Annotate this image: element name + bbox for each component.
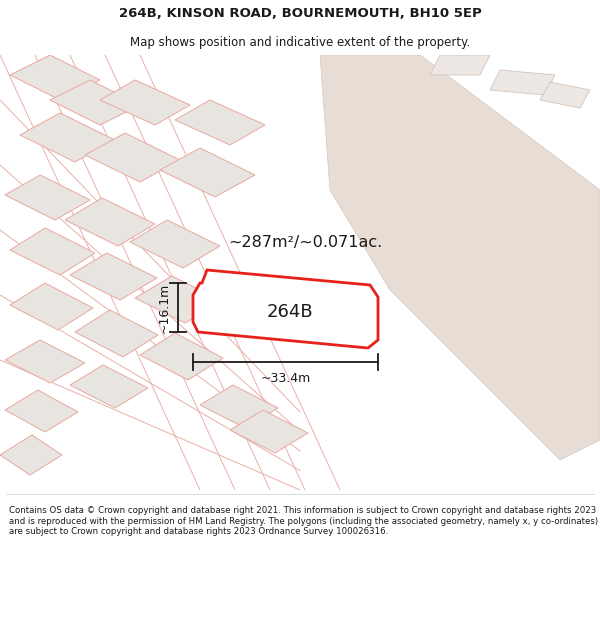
Polygon shape: [193, 270, 378, 348]
Text: Contains OS data © Crown copyright and database right 2021. This information is : Contains OS data © Crown copyright and d…: [9, 506, 598, 536]
Polygon shape: [100, 80, 190, 125]
Polygon shape: [5, 175, 90, 220]
Polygon shape: [130, 220, 220, 268]
Polygon shape: [160, 148, 255, 197]
Polygon shape: [320, 55, 600, 460]
Polygon shape: [230, 410, 308, 453]
Text: 264B, KINSON ROAD, BOURNEMOUTH, BH10 5EP: 264B, KINSON ROAD, BOURNEMOUTH, BH10 5EP: [119, 8, 481, 20]
Polygon shape: [20, 113, 115, 162]
Text: 264B: 264B: [266, 303, 313, 321]
Polygon shape: [70, 253, 157, 300]
Polygon shape: [175, 100, 265, 145]
Polygon shape: [0, 435, 62, 475]
Polygon shape: [70, 365, 148, 408]
Polygon shape: [140, 333, 223, 380]
Text: ~33.4m: ~33.4m: [260, 371, 311, 384]
Text: ~16.1m: ~16.1m: [157, 282, 170, 332]
Polygon shape: [10, 228, 95, 275]
Polygon shape: [5, 340, 85, 383]
Polygon shape: [65, 198, 155, 246]
Polygon shape: [85, 133, 180, 182]
Polygon shape: [5, 390, 78, 432]
Polygon shape: [430, 55, 490, 75]
Polygon shape: [135, 276, 222, 323]
Polygon shape: [200, 385, 278, 428]
Polygon shape: [10, 283, 93, 330]
Polygon shape: [540, 82, 590, 108]
Polygon shape: [10, 55, 100, 100]
Polygon shape: [490, 70, 555, 95]
Polygon shape: [75, 310, 158, 357]
Text: Map shows position and indicative extent of the property.: Map shows position and indicative extent…: [130, 36, 470, 49]
Polygon shape: [50, 80, 140, 125]
Text: ~287m²/~0.071ac.: ~287m²/~0.071ac.: [228, 234, 382, 249]
